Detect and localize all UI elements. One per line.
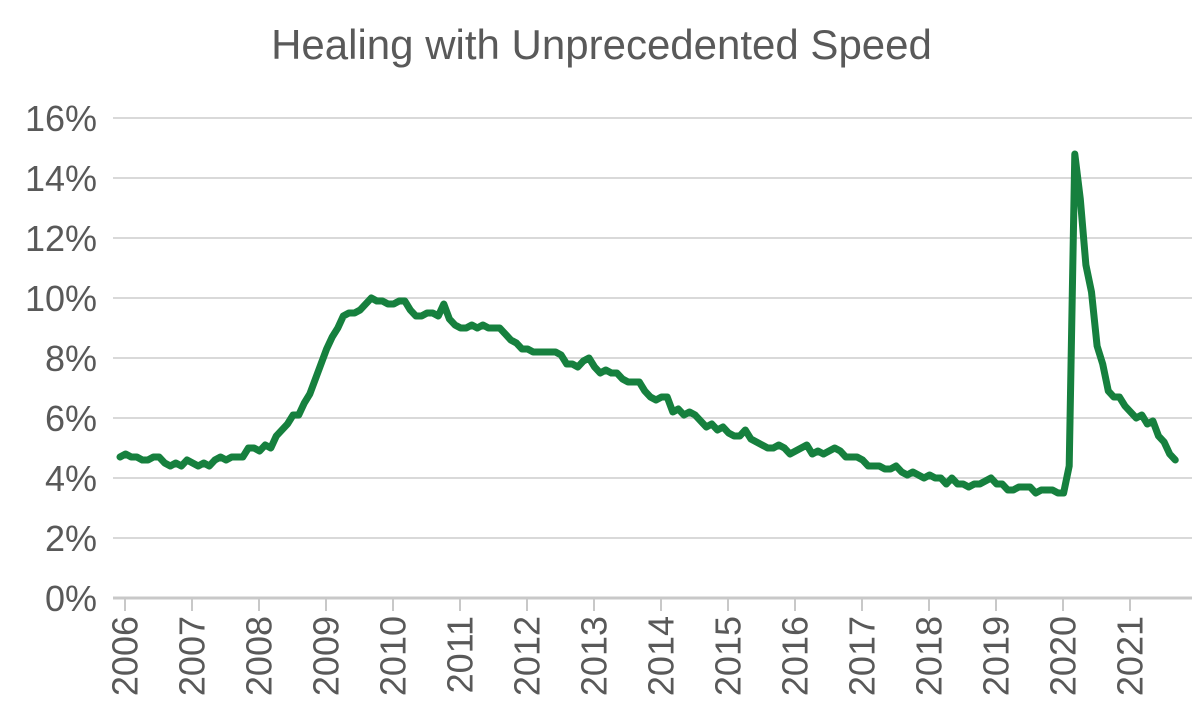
- y-axis-label: 2%: [45, 518, 97, 559]
- x-axis-label: 2016: [775, 616, 816, 696]
- x-axis-label: 2019: [976, 616, 1017, 696]
- x-axis-label: 2021: [1110, 616, 1151, 696]
- x-axis-label: 2014: [641, 616, 682, 696]
- gridlines-group: [113, 117, 1192, 539]
- x-axis-label: 2009: [306, 616, 347, 696]
- x-axis-label: 2011: [440, 616, 481, 693]
- unemployment-rate-line: [116, 150, 1179, 497]
- y-axis-label: 4%: [45, 458, 97, 499]
- chart-title: Healing with Unprecedented Speed: [271, 21, 932, 68]
- x-axis-label: 2018: [909, 616, 950, 696]
- y-axis-label: 6%: [45, 398, 97, 439]
- y-axis-label: 12%: [25, 218, 97, 259]
- x-axis-label: 2020: [1043, 616, 1084, 696]
- x-axis-label: 2013: [574, 616, 615, 696]
- x-axis-label: 2010: [373, 616, 414, 696]
- y-axis-labels: 0% 2% 4% 6% 8% 10% 12% 14% 16%: [25, 98, 97, 619]
- y-axis-label: 14%: [25, 158, 97, 199]
- x-axis-label: 2008: [239, 616, 280, 696]
- y-axis-label: 8%: [45, 338, 97, 379]
- y-axis-label: 10%: [25, 278, 97, 319]
- x-axis-ticks: [124, 599, 1131, 611]
- x-axis-label: 2015: [708, 616, 749, 696]
- x-axis-label: 2017: [842, 616, 883, 696]
- x-axis-label: 2007: [172, 616, 213, 696]
- x-axis-label: 2012: [507, 616, 548, 696]
- x-axis-labels: 2006 2007 2008 2009 2010 2011 2012 2013 2014 2015…: [105, 616, 1151, 696]
- x-axis-label: 2006: [105, 616, 146, 696]
- y-axis-label: 16%: [25, 98, 97, 139]
- y-axis-label: 0%: [45, 578, 97, 619]
